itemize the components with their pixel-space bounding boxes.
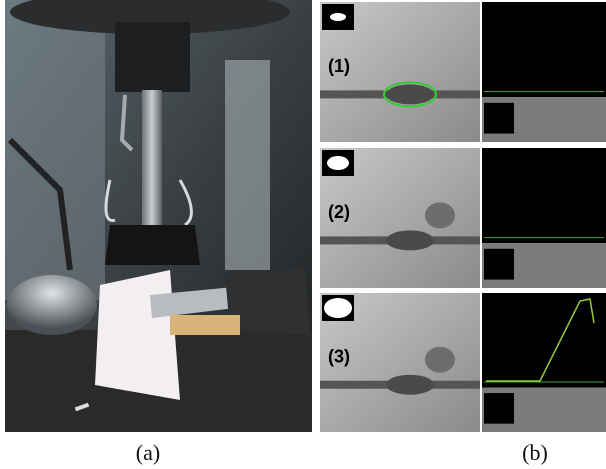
- plot-box: [484, 249, 514, 280]
- blob: [425, 202, 455, 228]
- caption-b: (b): [522, 440, 548, 465]
- frame-label: (2): [328, 202, 350, 222]
- specimen: [386, 375, 434, 395]
- figure-canvas: (1) (2) (3) (a) (b): [0, 0, 606, 469]
- photo-a: [5, 0, 312, 432]
- caption-a: (a): [136, 440, 160, 465]
- inset-shape: [324, 298, 352, 318]
- inset-shape: [330, 13, 346, 21]
- plot: [482, 148, 606, 243]
- plot: [482, 2, 606, 97]
- frame-label: (1): [328, 56, 350, 76]
- inset-shape: [327, 156, 349, 170]
- blob: [425, 347, 455, 373]
- plot-box: [484, 393, 514, 424]
- plot-box: [484, 103, 514, 134]
- photo-b: (1) (2) (3): [320, 2, 606, 432]
- figure: (1) (2) (3) (a) (b): [0, 0, 606, 469]
- frame: (2): [320, 148, 606, 288]
- frame: (3): [320, 293, 606, 432]
- specimen: [386, 84, 434, 104]
- specimen: [386, 230, 434, 250]
- frame-label: (3): [328, 347, 350, 367]
- frame: (1): [320, 2, 606, 142]
